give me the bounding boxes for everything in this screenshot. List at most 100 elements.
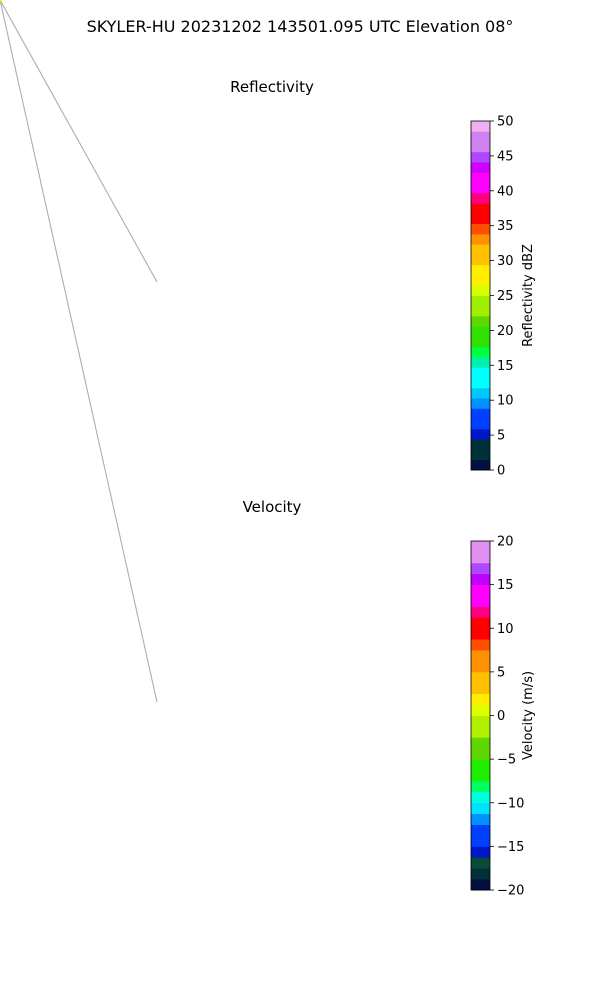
reflectivity-colorbar-band	[471, 439, 490, 450]
reflectivity-azimuth-tick-label: 120°	[0, 0, 16, 4]
velocity-colorbar-band	[471, 868, 490, 880]
reflectivity-title: Reflectivity	[230, 78, 314, 96]
velocity-colorbar-band	[471, 726, 490, 738]
reflectivity-colorbar-band	[471, 295, 490, 307]
velocity-colorbar-band	[471, 813, 490, 825]
velocity-colorbar-band	[471, 791, 490, 804]
reflectivity-colorbar-band	[471, 357, 490, 368]
velocity-colorbar-band	[471, 879, 490, 891]
reflectivity-radial-axis-label: Meters	[0, 0, 22, 4]
velocity-colorbar-band	[471, 650, 490, 662]
velocity-colorbar-band	[471, 802, 490, 815]
reflectivity-azimuth-tick-label: 135°	[0, 0, 16, 4]
velocity-colorbar-tick-label: 0	[497, 709, 505, 724]
velocity-colorbar-tick-label: −5	[497, 753, 516, 768]
reflectivity-colorbar-tick-label: 45	[497, 149, 514, 164]
velocity-colorbar-band	[471, 857, 490, 869]
reflectivity-colorbar-band	[471, 223, 490, 235]
velocity-radial-axis-label: Meters	[0, 0, 22, 4]
reflectivity-colorbar-band	[471, 274, 490, 286]
velocity-title: Velocity	[243, 498, 302, 516]
velocity-colorbar-band	[471, 671, 490, 684]
reflectivity-colorbar-band	[471, 459, 490, 471]
velocity-colorbar-band	[471, 595, 490, 607]
reflectivity-colorbar-band	[471, 305, 490, 317]
reflectivity-azimuth-tick-label: 60°	[0, 0, 12, 4]
velocity-azimuth-tick-label: 135°	[0, 0, 16, 4]
reflectivity-colorbar-band	[471, 182, 490, 194]
velocity-colorbar-band	[471, 846, 490, 858]
velocity-azimuth-tick-label: 105°	[0, 0, 16, 4]
figure-suptitle: SKYLER-HU 20231202 143501.095 UTC Elevat…	[87, 17, 514, 36]
velocity-colorbar-band	[471, 780, 490, 793]
reflectivity-colorbar-tick-label: 10	[497, 394, 514, 409]
reflectivity-colorbar-tick-label: 40	[497, 184, 514, 199]
velocity-azimuth-gridline	[0, 0, 158, 703]
reflectivity-colorbar-band	[471, 285, 490, 296]
reflectivity-colorbar-band	[471, 172, 490, 183]
reflectivity-colorbar-band	[471, 233, 490, 245]
velocity-colorbar-band	[471, 748, 490, 760]
velocity-colorbar-band	[471, 639, 490, 651]
reflectivity-azimuth-tick-label: 75°	[0, 0, 12, 4]
reflectivity-colorbar-band	[471, 264, 490, 276]
reflectivity-colorbar-band	[471, 346, 490, 358]
reflectivity-colorbar-tick-label: 20	[497, 324, 514, 339]
velocity-colorbar-band	[471, 562, 490, 575]
velocity-colorbar-tick-label: 15	[497, 578, 514, 593]
velocity-colorbar-band	[471, 704, 490, 716]
reflectivity-colorbar-tick-label: 25	[497, 289, 514, 304]
reflectivity-panel: Reflectivity 500010000150002000025000Met…	[0, 0, 536, 479]
velocity-colorbar-band	[471, 606, 490, 618]
reflectivity-colorbar-band	[471, 203, 490, 214]
reflectivity-colorbar-band	[471, 336, 490, 348]
velocity-colorbar-band	[471, 693, 490, 705]
reflectivity-colorbar-band	[471, 192, 490, 204]
velocity-colorbar-tick-label: −20	[497, 884, 524, 899]
reflectivity-colorbar-band	[471, 316, 490, 327]
reflectivity-colorbar-band	[471, 387, 490, 399]
velocity-azimuth-tick-label: 60°	[0, 0, 12, 4]
velocity-colorbar-band	[471, 541, 490, 553]
reflectivity-azimuth-gridline	[0, 0, 158, 283]
reflectivity-colorbar-band	[471, 326, 490, 337]
velocity-colorbar-band	[471, 737, 490, 749]
reflectivity-colorbar-band	[471, 131, 490, 142]
velocity-colorbar-band	[471, 660, 490, 673]
reflectivity-colorbar-band	[471, 151, 490, 163]
reflectivity-colorbar-band	[471, 408, 490, 420]
reflectivity-colorbar-label: Reflectivity dBZ	[521, 244, 536, 347]
velocity-colorbar-band	[471, 551, 490, 564]
velocity-colorbar-label: Velocity (m/s)	[521, 671, 536, 760]
velocity-azimuth-tick-label: 90°	[0, 0, 12, 4]
reflectivity-azimuth-tick-label: 45°	[0, 0, 12, 4]
velocity-colorbar-band	[471, 573, 490, 586]
reflectivity-colorbar-tick-label: 15	[497, 359, 514, 374]
velocity-colorbar-tick-label: −15	[497, 840, 524, 855]
velocity-colorbar-band	[471, 759, 490, 771]
reflectivity-colorbar-tick-label: 0	[497, 464, 505, 479]
velocity-colorbar-band	[471, 682, 490, 695]
reflectivity-colorbar-tick-label: 50	[497, 115, 514, 130]
reflectivity-azimuth-tick-label: 105°	[0, 0, 16, 4]
velocity-colorbar-band	[471, 835, 490, 847]
reflectivity-colorbar-band	[471, 121, 490, 132]
reflectivity-colorbar: 0 5 10 15 20 25 30 35 40 45 50 Reflectivity dBZ	[470, 115, 536, 479]
reflectivity-colorbar-band	[471, 449, 490, 461]
velocity-azimuth-tick-label: 45°	[0, 0, 12, 4]
reflectivity-colorbar-band	[471, 162, 490, 173]
velocity-colorbar-band	[471, 617, 490, 629]
reflectivity-colorbar-band	[471, 367, 490, 379]
reflectivity-colorbar-tick-label: 35	[497, 219, 514, 234]
reflectivity-colorbar-band	[471, 398, 490, 409]
velocity-colorbar-band	[471, 584, 490, 596]
velocity-colorbar: −20 −15 −10 −5 0 5 10 15 20 Velocity (m/s)	[470, 535, 536, 899]
velocity-colorbar-band	[471, 824, 490, 836]
reflectivity-colorbar-band	[471, 428, 490, 440]
velocity-panel: Velocity 500010000150002000025000Meters4…	[0, 0, 536, 899]
reflectivity-colorbar-band	[471, 377, 490, 389]
reflectivity-colorbar-tick-label: 5	[497, 429, 505, 444]
velocity-colorbar-band	[471, 715, 490, 727]
reflectivity-colorbar-band	[471, 141, 490, 153]
